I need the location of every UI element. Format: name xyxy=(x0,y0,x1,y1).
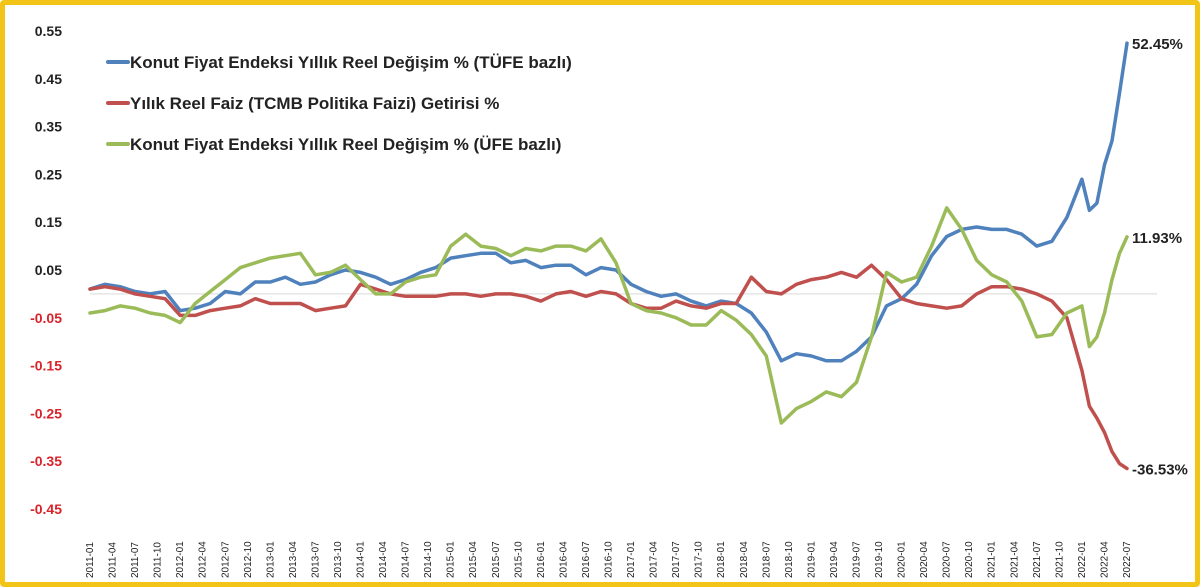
y-tick-label: 0.15 xyxy=(35,214,62,230)
y-tick-label: -0.15 xyxy=(30,358,62,374)
x-tick-label: 2013-04 xyxy=(288,541,299,578)
legend-label-3: Konut Fiyat Endeksi Yıllık Reel Değişim … xyxy=(130,135,561,154)
x-tick-label: 2020-07 xyxy=(942,541,953,578)
x-tick-label: 2016-10 xyxy=(604,541,615,578)
x-tick-label: 2012-04 xyxy=(198,541,209,578)
x-tick-label: 2014-04 xyxy=(378,541,389,578)
x-tick-label: 2018-04 xyxy=(739,541,750,578)
x-tick-label: 2013-07 xyxy=(310,541,321,578)
y-tick-label: 0.25 xyxy=(35,166,62,182)
series-end-label-1: 52.45% xyxy=(1132,36,1183,53)
x-tick-label: 2017-04 xyxy=(649,541,660,578)
y-axis: 0.55 0.45 0.35 0.25 0.15 0.05 -0.05 -0.15 -0.25 -… xyxy=(30,23,62,517)
x-tick-label: 2018-10 xyxy=(784,541,795,578)
y-tick-label: 0.55 xyxy=(35,23,62,39)
y-tick-label: 0.35 xyxy=(35,119,62,135)
end-labels: 52.45% -36.53% 11.93% xyxy=(1132,36,1188,478)
x-tick-label: 2020-04 xyxy=(919,541,930,578)
x-tick-label: 2017-10 xyxy=(694,541,705,578)
series-end-label-2: -36.53% xyxy=(1132,462,1188,479)
x-tick-label: 2019-10 xyxy=(874,541,885,578)
x-tick-label: 2011-01 xyxy=(85,542,96,578)
y-tick-label: -0.45 xyxy=(30,501,62,517)
legend: Konut Fiyat Endeksi Yıllık Reel Değişim … xyxy=(106,53,572,154)
series-end-label-3: 11.93% xyxy=(1132,230,1182,247)
y-tick-label: -0.05 xyxy=(30,310,62,326)
x-tick-label: 2016-07 xyxy=(581,541,592,578)
x-tick-label: 2013-01 xyxy=(265,541,276,578)
series-line-3 xyxy=(88,206,1129,425)
x-tick-label: 2016-01 xyxy=(536,541,547,578)
x-tick-label: 2018-01 xyxy=(716,541,727,578)
y-tick-label: 0.05 xyxy=(35,262,62,278)
series-line-2 xyxy=(88,263,1129,471)
x-tick-label: 2015-10 xyxy=(513,541,524,578)
x-tick-label: 2021-10 xyxy=(1054,541,1065,578)
x-tick-label: 2021-07 xyxy=(1032,541,1043,578)
x-tick-label: 2015-07 xyxy=(491,541,502,578)
x-tick-label: 2014-01 xyxy=(356,541,367,578)
series-line-1 xyxy=(88,41,1129,363)
x-tick-label: 2017-01 xyxy=(626,541,637,578)
series-lines xyxy=(88,41,1129,471)
x-tick-label: 2015-04 xyxy=(468,541,479,578)
x-tick-label: 2013-10 xyxy=(333,541,344,578)
x-tick-label: 2011-07 xyxy=(130,542,141,578)
x-tick-label: 2022-04 xyxy=(1099,541,1110,578)
y-tick-label: -0.25 xyxy=(30,405,62,421)
x-tick-label: 2012-01 xyxy=(175,541,186,578)
x-tick-label: 2019-04 xyxy=(829,541,840,578)
x-tick-label: 2021-01 xyxy=(987,541,998,578)
x-tick-label: 2018-07 xyxy=(761,541,772,578)
y-tick-label: 0.45 xyxy=(35,71,62,87)
y-tick-label: -0.35 xyxy=(30,453,62,469)
x-tick-label: 2011-10 xyxy=(153,542,164,578)
x-tick-label: 2020-10 xyxy=(964,541,975,578)
x-tick-label: 2019-07 xyxy=(851,541,862,578)
x-tick-label: 2014-10 xyxy=(423,541,434,578)
x-tick-label: 2015-01 xyxy=(446,541,457,578)
x-tick-label: 2012-07 xyxy=(220,541,231,578)
x-tick-label: 2011-04 xyxy=(108,542,119,578)
x-tick-label: 2021-04 xyxy=(1009,541,1020,578)
x-tick-label: 2014-07 xyxy=(401,541,412,578)
x-tick-label: 2022-01 xyxy=(1077,541,1088,578)
legend-label-2: Yılık Reel Faiz (TCMB Politika Faizi) Ge… xyxy=(130,94,499,113)
x-tick-label: 2016-04 xyxy=(558,541,569,578)
x-tick-label: 2019-01 xyxy=(806,541,817,578)
legend-label-1: Konut Fiyat Endeksi Yıllık Reel Değişim … xyxy=(130,53,572,72)
x-tick-label: 2020-01 xyxy=(897,541,908,578)
x-tick-label: 2017-07 xyxy=(671,541,682,578)
x-axis: 2011-01 2011-04 2011-07 2011-10 2012-01 2012-… xyxy=(85,541,1133,578)
x-tick-label: 2012-10 xyxy=(243,541,254,578)
x-tick-label: 2022-07 xyxy=(1122,541,1133,578)
